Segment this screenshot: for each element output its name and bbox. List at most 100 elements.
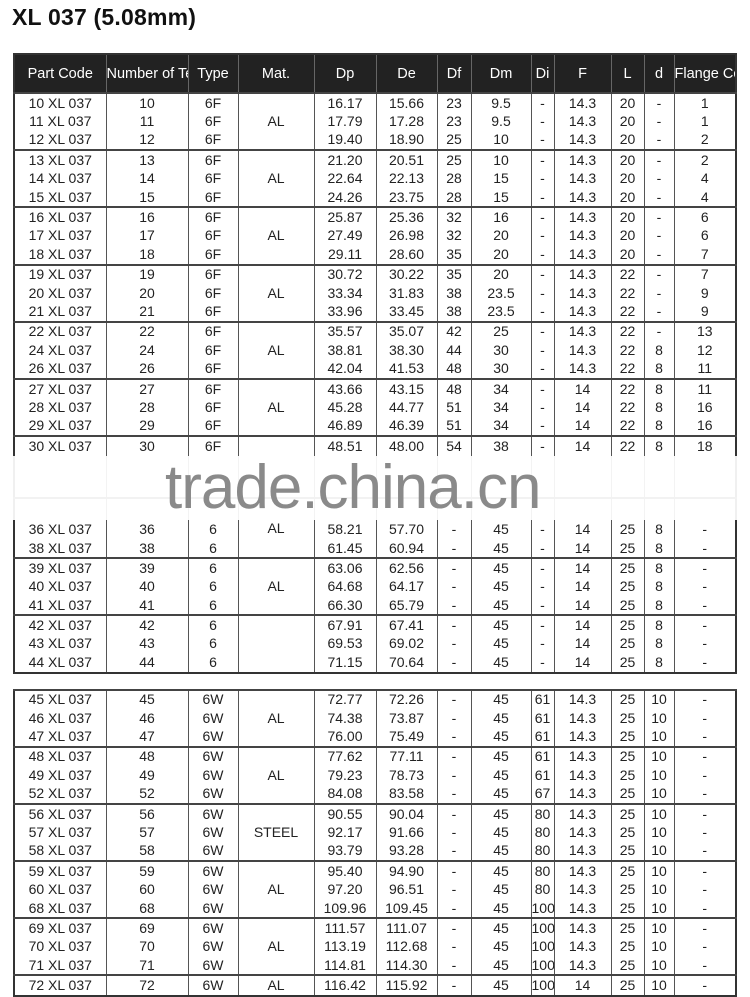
table-cell: - xyxy=(643,187,675,208)
table-cell: - xyxy=(436,802,472,824)
table-cell: 48 XL 037 xyxy=(13,745,107,767)
table-cell: 6 xyxy=(187,634,239,654)
table-cell: 67.91 xyxy=(313,614,377,635)
table-cell: 45 xyxy=(470,634,532,654)
table-cell: 14.3 xyxy=(553,226,612,246)
table-cell: 20 xyxy=(610,169,645,188)
table-cell: - xyxy=(436,823,472,842)
table-cell: 6W xyxy=(187,784,239,804)
table-cell: 14.3 xyxy=(553,169,612,188)
table-cell: 33.96 xyxy=(313,302,377,322)
table-cell: 28.60 xyxy=(375,245,438,265)
table-cell: 57 XL 037 xyxy=(13,823,107,842)
column-header: F xyxy=(553,53,612,94)
table-cell: 78.73 xyxy=(375,766,438,785)
table-cell: 25 xyxy=(610,823,645,842)
table-cell: 15 XL 037 xyxy=(13,187,107,208)
table-cell: 72.77 xyxy=(313,688,377,709)
table-cell: 17 xyxy=(105,226,189,246)
material-cell: AL xyxy=(237,974,315,996)
table-cell: - xyxy=(673,974,737,996)
table-cell: 77.11 xyxy=(375,745,438,767)
table-cell: 14.3 xyxy=(553,149,612,170)
table-cell: 20 xyxy=(470,245,532,265)
table-cell: 13 XL 037 xyxy=(13,149,107,170)
table-cell: 18 XL 037 xyxy=(13,245,107,265)
table-cell: 12 xyxy=(673,341,737,360)
table-cell: 61 xyxy=(530,727,555,747)
table-cell: 24 xyxy=(105,341,189,360)
table-cell: 11 xyxy=(673,359,737,379)
table-cell: - xyxy=(673,708,737,728)
table-cell: 45 xyxy=(470,898,532,919)
table-cell: 43 XL 037 xyxy=(13,634,107,654)
table-cell: 25 xyxy=(436,130,472,151)
table-cell: 58 XL 037 xyxy=(13,841,107,862)
table-cell: 22 xyxy=(610,377,645,399)
table-row: 42 XL 037 42 6 67.91 67.41-45-14 25 8- xyxy=(13,614,737,673)
table-cell: 94.90 xyxy=(375,860,438,881)
table-row: 10 XL 037 10 6F AL 16.17 15.66 23 9.5-14.3 20-1 xyxy=(13,91,737,151)
table-cell: 14.3 xyxy=(553,112,612,131)
table-cell: 8 xyxy=(643,359,675,379)
table-cell: 6 xyxy=(187,538,239,559)
table-cell: 26 XL 037 xyxy=(13,359,107,379)
table-cell: 44 XL 037 xyxy=(13,653,107,673)
table-cell: 48 xyxy=(436,359,472,379)
table-cell: 83.58 xyxy=(375,784,438,804)
table-cell: 14.3 xyxy=(553,745,612,767)
table-cell: - xyxy=(673,595,737,616)
table-cell: 20 xyxy=(105,283,189,303)
table-row: 20 XL 037 20 6F 33.34 31.83 38 23.5-14.3 22-9 xyxy=(13,283,737,303)
table-cell: 6W xyxy=(187,917,239,938)
table-cell: - xyxy=(673,766,737,785)
table-cell: 46.39 xyxy=(375,416,438,437)
table-row: 39 XL 037 39 6 AL 63.06 62.56-45-14 25 8- xyxy=(13,557,737,616)
table-cell: 8 xyxy=(643,435,675,456)
table-cell: - xyxy=(530,577,555,596)
table-cell: 14.3 xyxy=(553,130,612,151)
table-cell: - xyxy=(530,130,555,151)
table-row: 59 XL 037 59 6W AL 95.40 94.90-45 80 14.3 25 10- xyxy=(13,860,737,919)
column-header: De xyxy=(375,53,438,94)
table-cell: 47 xyxy=(105,727,189,747)
table-cell: - xyxy=(673,880,737,899)
table-cell: 14 xyxy=(105,169,189,188)
table-cell: - xyxy=(436,898,472,919)
table-cell: 6F xyxy=(187,416,239,437)
table-cell: 30 xyxy=(105,435,189,456)
table-cell: 14 xyxy=(553,377,612,399)
table-cell: 14.3 xyxy=(553,302,612,322)
table-cell: - xyxy=(673,784,737,804)
table-cell: 93.79 xyxy=(313,841,377,862)
table-cell: 42 xyxy=(436,320,472,342)
table-row: 56 XL 037 56 6W STEEL 90.55 90.04-45 80 14.3 25 1… xyxy=(13,802,737,862)
table-cell: - xyxy=(673,860,737,881)
table-cell: 10 xyxy=(643,802,675,824)
table-cell: 45 xyxy=(470,937,532,957)
table-row: 18 XL 037 18 6F 29.11 28.60 35 20-14.3 20-7 xyxy=(13,245,737,265)
table-cell: 80 xyxy=(530,802,555,824)
table-row: 19 XL 037 19 6F AL 30.72 30.22 35 20-14.3 22-7 xyxy=(13,263,737,322)
table-cell: 8 xyxy=(643,557,675,578)
table-cell: 46 xyxy=(105,708,189,728)
table-cell: 32 xyxy=(436,226,472,246)
table-cell: 45 xyxy=(470,745,532,767)
material-cell: AL xyxy=(237,688,315,747)
table-cell: 14.3 xyxy=(553,841,612,862)
table-cell: 6F xyxy=(187,359,239,379)
table-cell: 26.98 xyxy=(375,226,438,246)
table-cell: 16 xyxy=(105,206,189,227)
table-cell: 14.3 xyxy=(553,766,612,785)
column-header: L xyxy=(610,53,645,94)
table-cell: 25 xyxy=(436,149,472,170)
table-cell: 6F xyxy=(187,245,239,265)
table-cell: 22 xyxy=(610,302,645,322)
table-cell: 6W xyxy=(187,745,239,767)
table-cell: 31.83 xyxy=(375,283,438,303)
table-cell: - xyxy=(643,245,675,265)
table-cell: 114.30 xyxy=(375,956,438,976)
table-cell: 40 XL 037 xyxy=(13,577,107,596)
table-cell: 10 xyxy=(643,727,675,747)
table-cell: 9.5 xyxy=(470,91,532,113)
